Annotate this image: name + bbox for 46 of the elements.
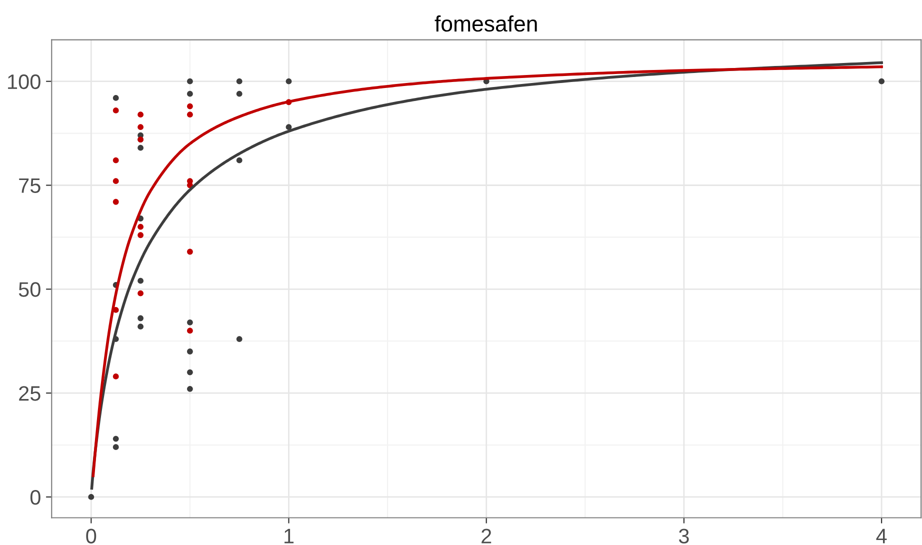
x-tick-label: 3 <box>678 528 689 544</box>
point <box>187 112 193 118</box>
x-tick-label: 2 <box>482 528 492 544</box>
y-tick-label: 100 <box>8 74 40 90</box>
y-tick-label: 0 <box>30 490 40 505</box>
point <box>112 198 119 205</box>
point <box>187 386 193 392</box>
x-tick-label: 4 <box>876 528 887 544</box>
point <box>286 124 292 130</box>
point <box>236 90 242 97</box>
point <box>187 103 193 110</box>
point <box>112 373 119 380</box>
point <box>138 315 144 322</box>
chart-title: fomesafen <box>434 15 537 32</box>
point <box>138 224 144 230</box>
point <box>138 290 144 296</box>
point <box>112 95 119 101</box>
point <box>112 444 119 450</box>
x-tick-label: 0 <box>86 528 96 544</box>
y-tick-label: 25 <box>19 386 40 401</box>
point <box>236 157 242 164</box>
point <box>286 78 292 84</box>
point <box>138 324 144 330</box>
point <box>138 144 144 151</box>
point <box>138 124 144 130</box>
point <box>112 436 119 442</box>
y-tick-label: 75 <box>19 178 40 194</box>
point <box>138 112 144 118</box>
point <box>236 336 242 342</box>
point <box>112 178 119 184</box>
point <box>187 319 193 326</box>
point <box>187 369 193 376</box>
x-tick-label: 1 <box>284 528 294 544</box>
point <box>187 90 193 97</box>
point <box>187 348 193 354</box>
point <box>138 278 144 284</box>
point <box>138 232 144 238</box>
point <box>878 78 885 84</box>
point <box>187 328 193 334</box>
point <box>112 157 119 164</box>
point <box>112 107 119 114</box>
point <box>187 78 193 84</box>
y-tick-label: 50 <box>18 282 40 297</box>
point <box>187 248 193 255</box>
point <box>88 494 94 500</box>
point <box>236 78 242 84</box>
